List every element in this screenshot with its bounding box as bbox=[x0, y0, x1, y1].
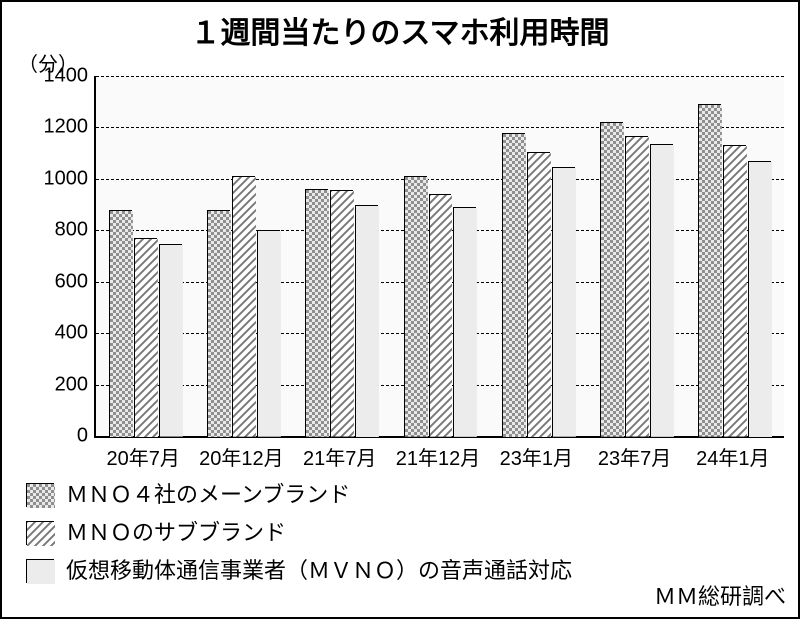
x-tick-label: 21年7月 bbox=[303, 442, 376, 471]
grid-line bbox=[96, 127, 784, 128]
legend: ＭＮＯ４社のメーンブランド ＭＮＯのサブブランド仮想移動体通信事業者（ＭＶＮＯ）の… bbox=[26, 478, 572, 592]
legend-label: ＭＮＯのサブブランド bbox=[66, 516, 286, 550]
y-tick-label: 800 bbox=[8, 219, 88, 242]
bar bbox=[330, 190, 353, 436]
x-tick-label: 23年1月 bbox=[500, 442, 573, 471]
x-tick-label: 20年12月 bbox=[199, 442, 284, 471]
legend-item: 仮想移動体通信事業者（ＭＶＮＯ）の音声通話対応 bbox=[26, 554, 572, 588]
legend-item: ＭＮＯ４社のメーンブランド bbox=[26, 478, 572, 512]
chart-frame: １週間当たりのスマホ利用時間 （分） 020040060080010001200… bbox=[0, 0, 800, 619]
y-tick-label: 0 bbox=[8, 425, 88, 448]
bar bbox=[134, 238, 157, 436]
bar bbox=[698, 104, 721, 436]
bar bbox=[650, 144, 673, 436]
bar bbox=[723, 145, 746, 436]
y-tick-label: 1000 bbox=[8, 167, 88, 190]
y-tick-label: 600 bbox=[8, 270, 88, 293]
y-tick-label: 200 bbox=[8, 373, 88, 396]
grid-line bbox=[96, 76, 784, 77]
legend-swatch bbox=[26, 559, 54, 583]
bar bbox=[429, 194, 452, 436]
bar bbox=[502, 133, 525, 436]
plot-area bbox=[94, 76, 784, 438]
x-tick-label: 21年12月 bbox=[396, 442, 481, 471]
bar bbox=[600, 122, 623, 436]
y-tick-label: 1200 bbox=[8, 116, 88, 139]
grid-line bbox=[96, 179, 784, 180]
bar bbox=[305, 189, 328, 436]
bar bbox=[232, 176, 255, 436]
bar bbox=[453, 207, 476, 436]
x-tick-label: 24年1月 bbox=[696, 442, 769, 471]
bar bbox=[552, 167, 575, 436]
y-tick-label: 400 bbox=[8, 322, 88, 345]
bar bbox=[748, 161, 771, 436]
bar bbox=[404, 176, 427, 436]
bar bbox=[159, 244, 182, 436]
x-tick-label: 23年7月 bbox=[598, 442, 671, 471]
legend-label: 仮想移動体通信事業者（ＭＶＮＯ）の音声通話対応 bbox=[66, 554, 572, 588]
bar bbox=[355, 205, 378, 436]
source-label: ＭＭ総研調べ bbox=[654, 579, 786, 611]
y-tick-label: 1400 bbox=[8, 65, 88, 88]
bar bbox=[625, 136, 648, 436]
x-tick-label: 20年7月 bbox=[106, 442, 179, 471]
legend-swatch bbox=[26, 521, 54, 545]
legend-swatch bbox=[26, 483, 54, 507]
legend-item: ＭＮＯのサブブランド bbox=[26, 516, 572, 550]
bar bbox=[109, 210, 132, 436]
bar bbox=[257, 230, 280, 436]
chart-title: １週間当たりのスマホ利用時間 bbox=[2, 8, 798, 52]
legend-label: ＭＮＯ４社のメーンブランド bbox=[66, 478, 350, 512]
bar bbox=[207, 210, 230, 436]
bar bbox=[527, 152, 550, 436]
